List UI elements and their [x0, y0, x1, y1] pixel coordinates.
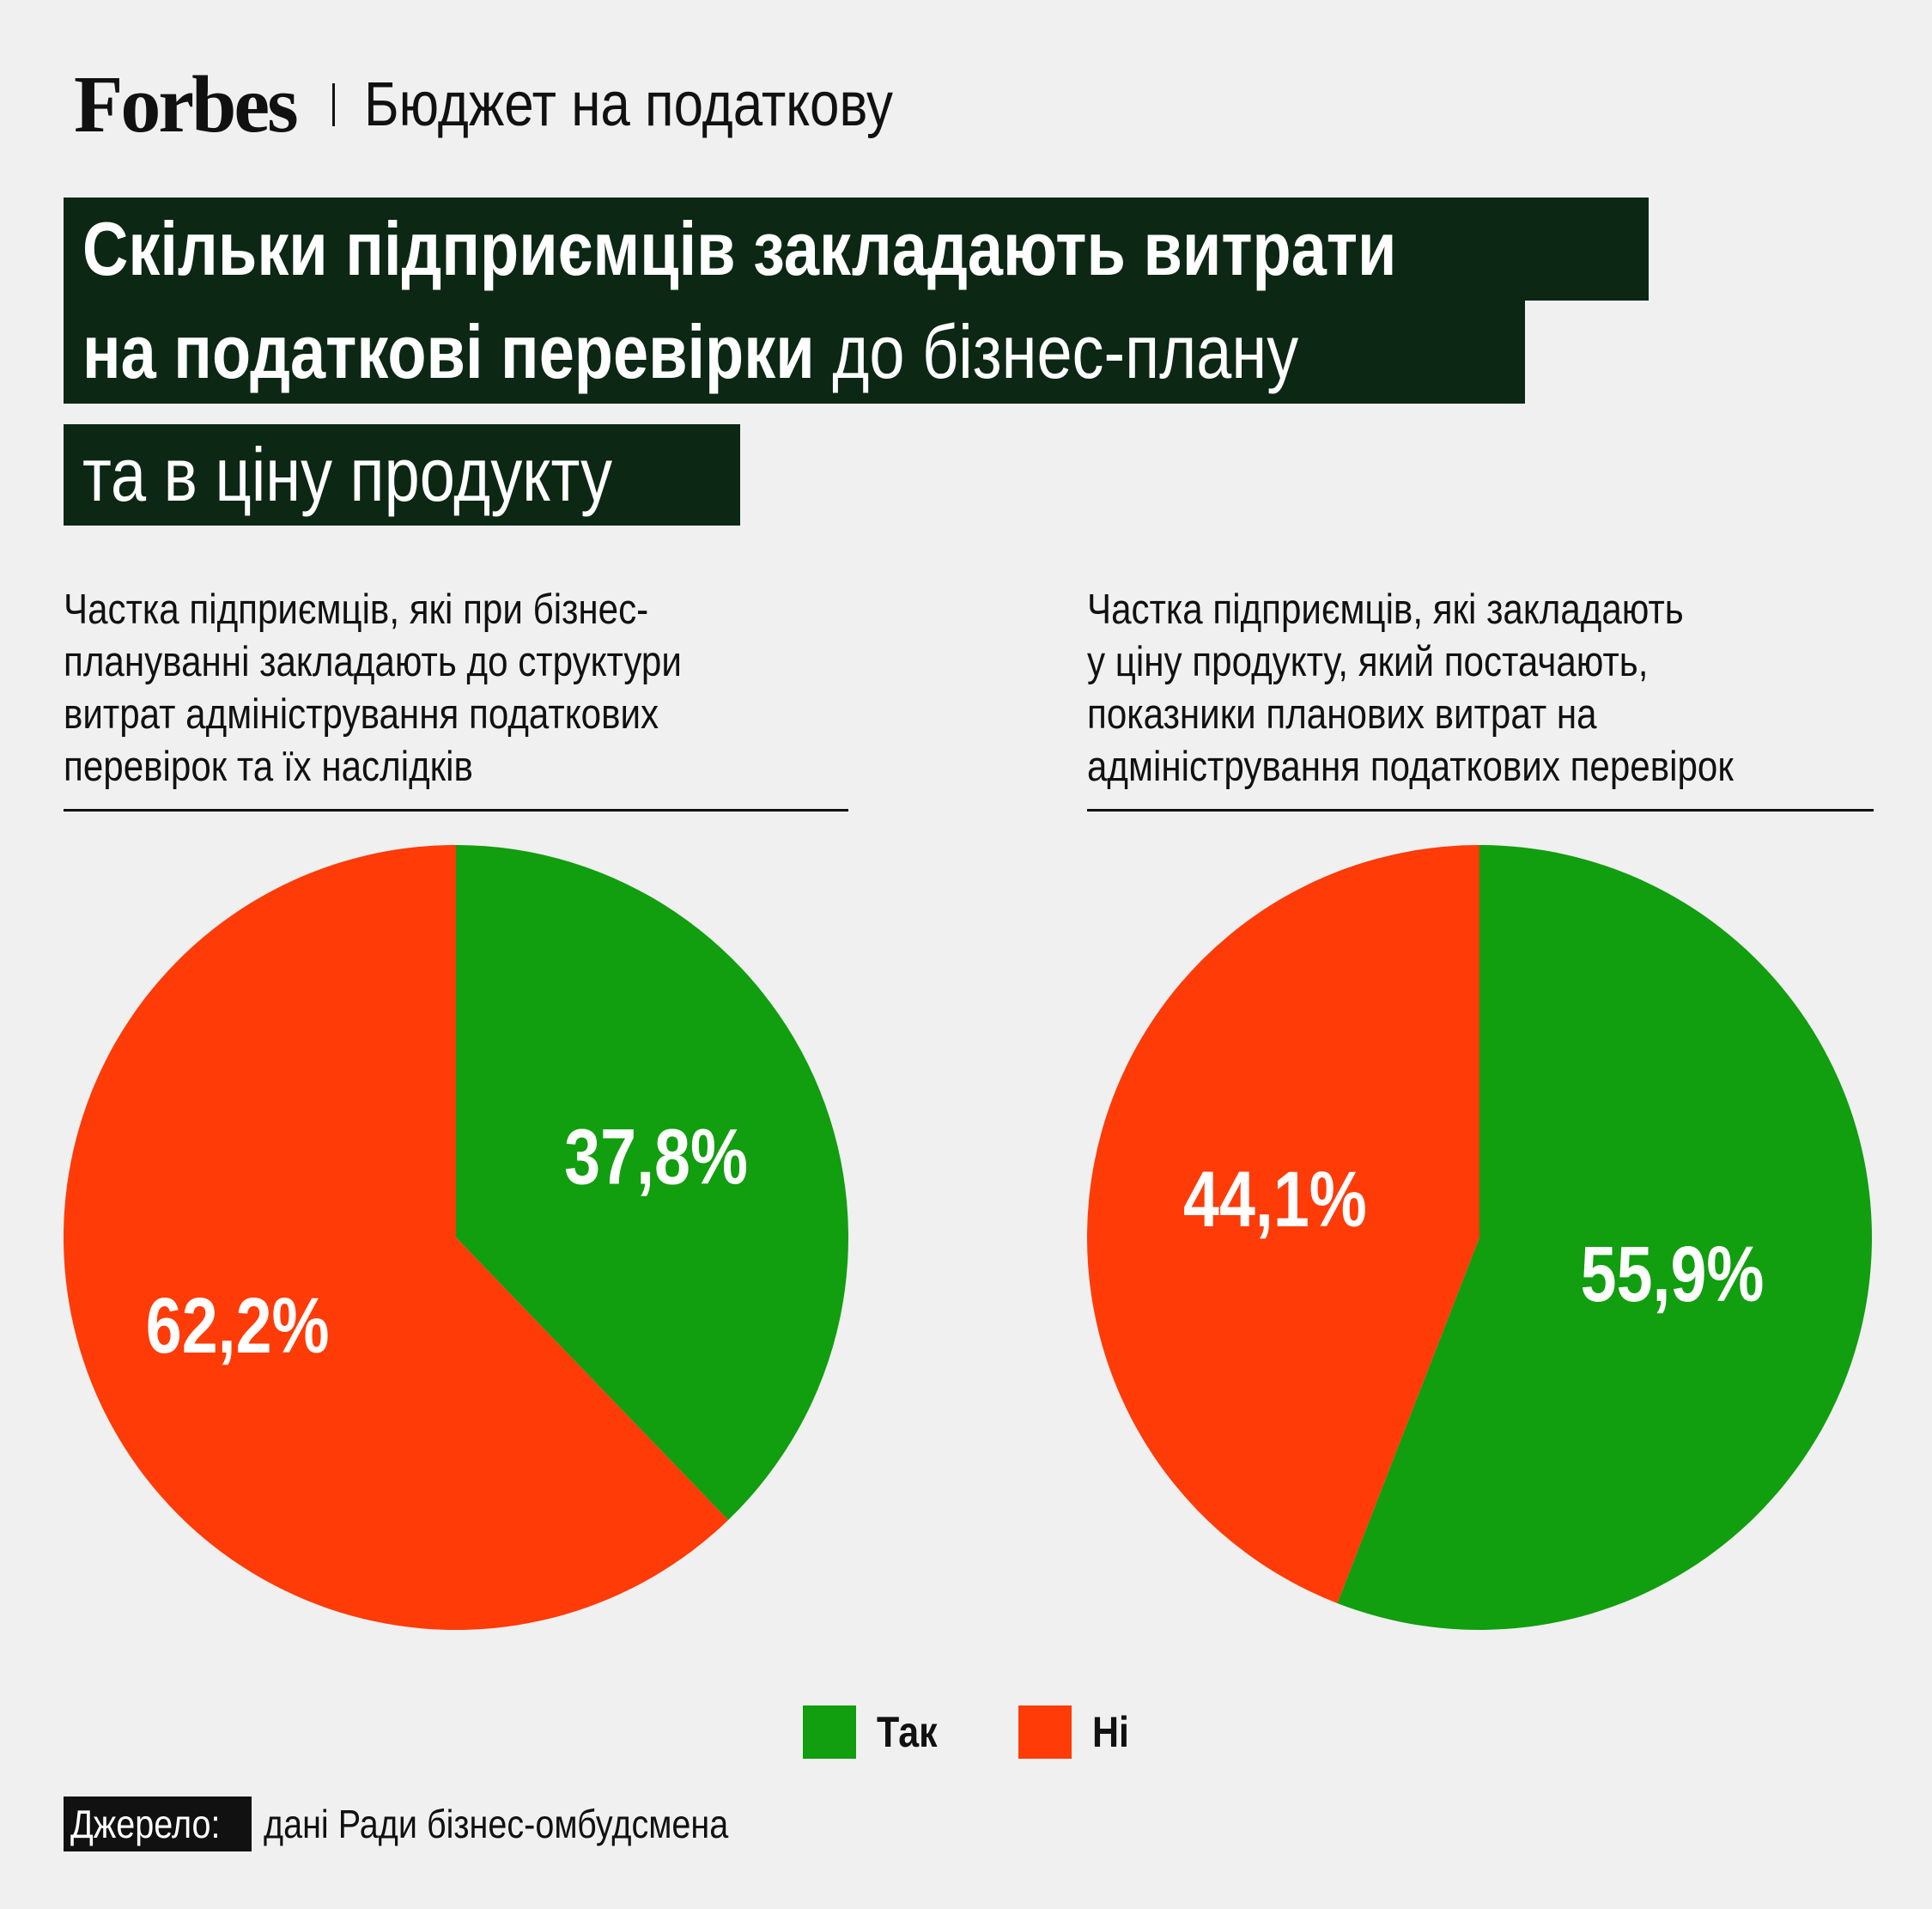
- chart-1-title-line: перевірок та їх наслідків: [64, 744, 473, 790]
- title-regular-3: та в ціну продукту: [82, 432, 613, 517]
- legend-label-no: Ні: [1092, 1708, 1129, 1756]
- pie-slice-label: 55,9%: [1581, 1230, 1765, 1318]
- pie-slice-no: [1087, 845, 1479, 1603]
- title-line-3: та в ціну продукту: [64, 424, 740, 526]
- source-tag: Джерело:: [64, 1797, 252, 1851]
- title-bold-1: Скільки підприємців закладають витрати: [82, 206, 1397, 291]
- chart-1-title-line: витрат адміністрування податкових: [64, 691, 659, 738]
- chart-2-title-line: Частка підприємців, які закладають: [1087, 587, 1684, 633]
- pie-slice-label: 44,1%: [1183, 1155, 1367, 1243]
- pie-chart-2: 55,9% 44,1%: [1087, 845, 1872, 1630]
- title-bold-2: на податкові перевірки: [82, 309, 815, 394]
- title-line-1: Скільки підприємців закладають витрати: [64, 198, 1649, 301]
- chart-2-title-line: у ціну продукту, який постачають,: [1087, 639, 1649, 685]
- legend-swatch-yes: [803, 1705, 856, 1759]
- pie-slice-label: 37,8%: [564, 1113, 748, 1201]
- title-line-2: на податкові перевірки до бізнес-плану: [64, 301, 1525, 404]
- legend-item-yes: Так: [803, 1705, 947, 1760]
- source-note: Джерело: дані Ради бізнес-омбудсмена: [64, 1797, 804, 1851]
- chart-1-title-line: Частка підприємців, які при бізнес-: [64, 587, 649, 633]
- chart-2-title: Частка підприємців, які закладають у цін…: [1087, 584, 1932, 793]
- source-tag-text: Джерело:: [70, 1802, 221, 1846]
- chart-2-title-line: адміністрування податкових перевірок: [1087, 744, 1734, 790]
- legend-label-yes: Так: [877, 1708, 938, 1756]
- forbes-logo: Forbes: [74, 60, 299, 149]
- chart-1-title-line: плануванні закладають до структури: [64, 639, 682, 685]
- pie-slice-yes: [1337, 845, 1872, 1630]
- legend-swatch-no: [1018, 1705, 1072, 1759]
- source-text: дані Ради бізнес-омбудсмена: [263, 1802, 729, 1846]
- legend-item-no: Ні: [1018, 1705, 1135, 1760]
- chart-2-title-line: показники планових витрат на: [1087, 691, 1597, 738]
- chart-2-rule: [1087, 809, 1874, 812]
- chart-1-title: Частка підприємців, які при бізнес- план…: [64, 584, 974, 793]
- pie-chart-1: 37,8% 62,2%: [64, 845, 848, 1630]
- pie-slice-yes: [456, 845, 848, 1521]
- pie-slice-label: 62,2%: [146, 1281, 330, 1370]
- header-divider: [331, 83, 335, 126]
- pie-slice-no: [64, 845, 728, 1630]
- title-regular-2: до бізнес-плану: [814, 309, 1299, 394]
- section-title: Бюджет на податкову: [363, 70, 893, 139]
- chart-1-rule: [64, 809, 848, 812]
- header-brand: Forbes Бюджет на податкову: [74, 62, 979, 148]
